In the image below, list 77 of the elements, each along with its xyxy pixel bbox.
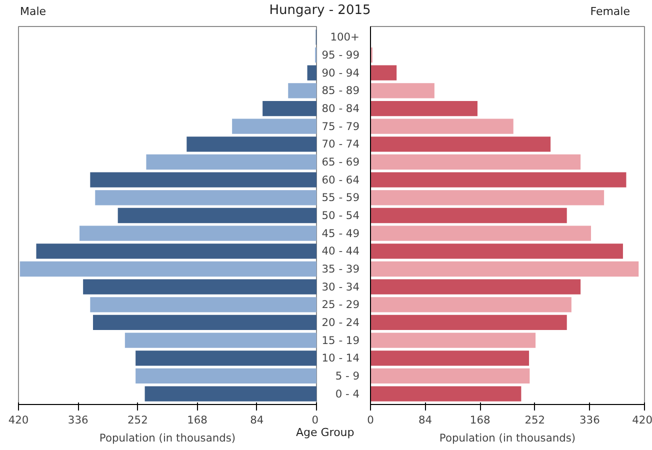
- bar: [83, 279, 316, 294]
- x-tick-label: 252: [128, 414, 148, 426]
- bar: [370, 350, 530, 366]
- x-tick-label: 336: [68, 414, 88, 426]
- bar: [307, 65, 316, 80]
- x-tick-label: 168: [187, 414, 208, 426]
- text: Hungary - 2015: [269, 2, 371, 20]
- bar: [124, 332, 316, 348]
- y-tick-label: 15 - 19: [322, 334, 360, 347]
- x-tick-label: 84: [250, 414, 264, 426]
- y-tick-label: 35 - 39: [322, 262, 360, 276]
- bar: [288, 83, 316, 98]
- x-tick-label: 0: [367, 414, 374, 426]
- bar: [90, 297, 316, 312]
- bar: [370, 297, 572, 312]
- y-tick-label: 10 - 14: [322, 352, 360, 365]
- bar: [370, 100, 478, 116]
- bar: [262, 100, 316, 116]
- x-axis-title: Population (in thousands): [99, 432, 236, 444]
- y-tick-label: 85 - 89: [322, 84, 360, 98]
- chart-title: Female: [590, 4, 630, 20]
- y-tick-label: 70 - 74: [322, 138, 360, 151]
- bar: [136, 368, 316, 384]
- bar: [370, 83, 434, 98]
- bar: [90, 172, 316, 188]
- x-tick-label: 0: [312, 414, 319, 426]
- bar: [370, 172, 626, 188]
- y-tick-label: 80 - 84: [322, 102, 360, 116]
- y-tick-label: 55 - 59: [322, 191, 360, 204]
- bar: [370, 154, 581, 170]
- x-axis-title: Population (in thousands): [439, 432, 576, 444]
- bar: [370, 386, 522, 402]
- bar: [186, 136, 316, 152]
- bar: [118, 208, 316, 224]
- bar: [370, 208, 567, 224]
- text: Age Group: [296, 425, 354, 441]
- bar: [93, 314, 316, 330]
- bar: [232, 118, 316, 134]
- bar: [146, 154, 316, 170]
- y-tick-label: 45 - 49: [322, 226, 360, 240]
- bar: [370, 65, 397, 80]
- x-tick-label: 336: [580, 414, 600, 426]
- bar: [370, 261, 639, 277]
- bar: [95, 190, 316, 206]
- y-tick-label: 90 - 94: [322, 66, 360, 80]
- bar: [80, 226, 316, 241]
- y-tick-label: 20 - 24: [322, 316, 360, 329]
- bar: [370, 136, 551, 152]
- bar: [144, 386, 316, 402]
- y-tick-label: 40 - 44: [322, 244, 360, 258]
- y-tick-label: 60 - 64: [322, 173, 360, 186]
- y-tick-label: 5 - 9: [335, 369, 360, 382]
- bar: [370, 279, 581, 294]
- bar: [370, 190, 604, 206]
- y-tick-label: 50 - 54: [322, 209, 360, 222]
- bar: [370, 314, 567, 330]
- bar: [370, 368, 530, 384]
- y-tick-label: 75 - 79: [322, 120, 360, 133]
- bar: [370, 118, 514, 134]
- x-tick-label: 84: [418, 414, 432, 426]
- y-tick-label: 30 - 34: [322, 280, 360, 294]
- x-tick-label: 252: [524, 414, 546, 426]
- chart-title: Male: [20, 4, 46, 20]
- y-tick-label: 100+: [330, 30, 360, 44]
- y-tick-label: 95 - 99: [322, 48, 360, 62]
- y-tick-label: 25 - 29: [322, 298, 360, 312]
- x-tick-label: 168: [470, 414, 490, 426]
- y-tick-label: 65 - 69: [322, 156, 360, 169]
- bar: [370, 244, 623, 259]
- bar: [370, 226, 592, 241]
- bar: [370, 332, 536, 348]
- x-tick-label: 420: [8, 414, 29, 426]
- bar: [136, 350, 316, 366]
- bar: [20, 261, 316, 277]
- y-tick-label: 0 - 4: [335, 387, 360, 400]
- x-tick-label: 420: [632, 414, 652, 426]
- bar: [36, 244, 316, 259]
